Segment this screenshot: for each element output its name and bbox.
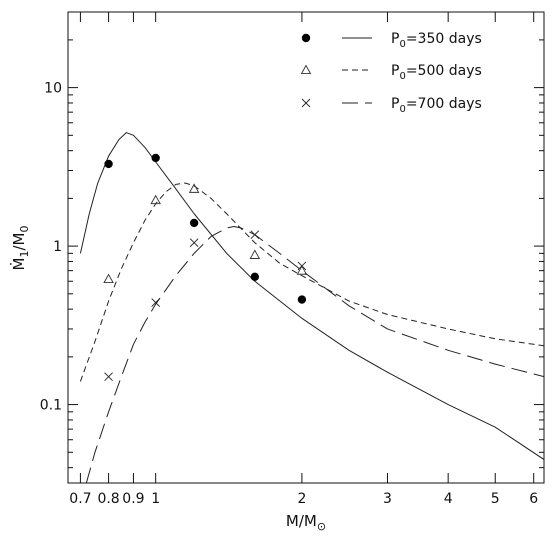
data-point-series-1: [297, 295, 307, 304]
y-tick-label: 0.1: [40, 398, 62, 414]
x-tick-label: 4: [444, 491, 453, 507]
legend-marker-2: [300, 64, 312, 75]
legend-label-2: P0=500 days: [391, 63, 482, 82]
data-point-series-1: [104, 159, 113, 169]
data-point-series-1: [189, 218, 199, 228]
data-point-series-3: [297, 261, 307, 271]
y-axis-title: Ṁ1/M0: [9, 226, 31, 271]
data-point-series-3: [151, 298, 160, 307]
plot-frame: [67, 11, 545, 484]
data-point-series-2: [188, 183, 200, 193]
legend-label-3: P0=700 days: [391, 96, 482, 115]
x-tick-label: 1: [151, 491, 160, 507]
legend: P0=350 days P0=500 days P0=700 days: [300, 31, 482, 115]
data-point-series-2: [249, 249, 261, 259]
x-tick-label: 0.9: [122, 491, 144, 507]
legend-label-1: P0=350 days: [391, 31, 482, 50]
axis-labels: 0.7 0.8 0.9 1 2 3 4 5 6 0.1 1 10 Ṁ1/M0 M/M⊙: [9, 81, 538, 533]
data-point-series-3: [189, 238, 199, 248]
x-tick-label: 0.7: [69, 491, 91, 507]
data-point-series-3: [250, 230, 260, 240]
series-line-2: [79, 182, 544, 382]
x-tick-label: 2: [297, 491, 306, 507]
x-tick-label: 3: [383, 491, 392, 507]
data-marks: [79, 132, 544, 483]
legend-marker-3: [301, 98, 311, 108]
data-point-series-2: [150, 194, 161, 205]
legend-marker-1: [301, 33, 311, 43]
plot-area: [67, 11, 545, 484]
x-tick-label: 0.8: [97, 491, 119, 507]
data-point-series-1: [151, 153, 160, 163]
x-tick-label: 5: [491, 491, 500, 507]
data-point-series-2: [296, 265, 308, 275]
data-point-series-2: [103, 273, 114, 284]
x-tick-label: 6: [529, 491, 538, 507]
y-tick-label: 10: [44, 81, 62, 97]
series-line-1: [79, 132, 544, 460]
series-line-3: [85, 225, 544, 483]
data-point-series-1: [250, 272, 260, 282]
x-axis-title: M/M⊙: [286, 512, 326, 533]
data-point-series-3: [104, 372, 113, 381]
y-tick-label: 1: [53, 239, 62, 255]
